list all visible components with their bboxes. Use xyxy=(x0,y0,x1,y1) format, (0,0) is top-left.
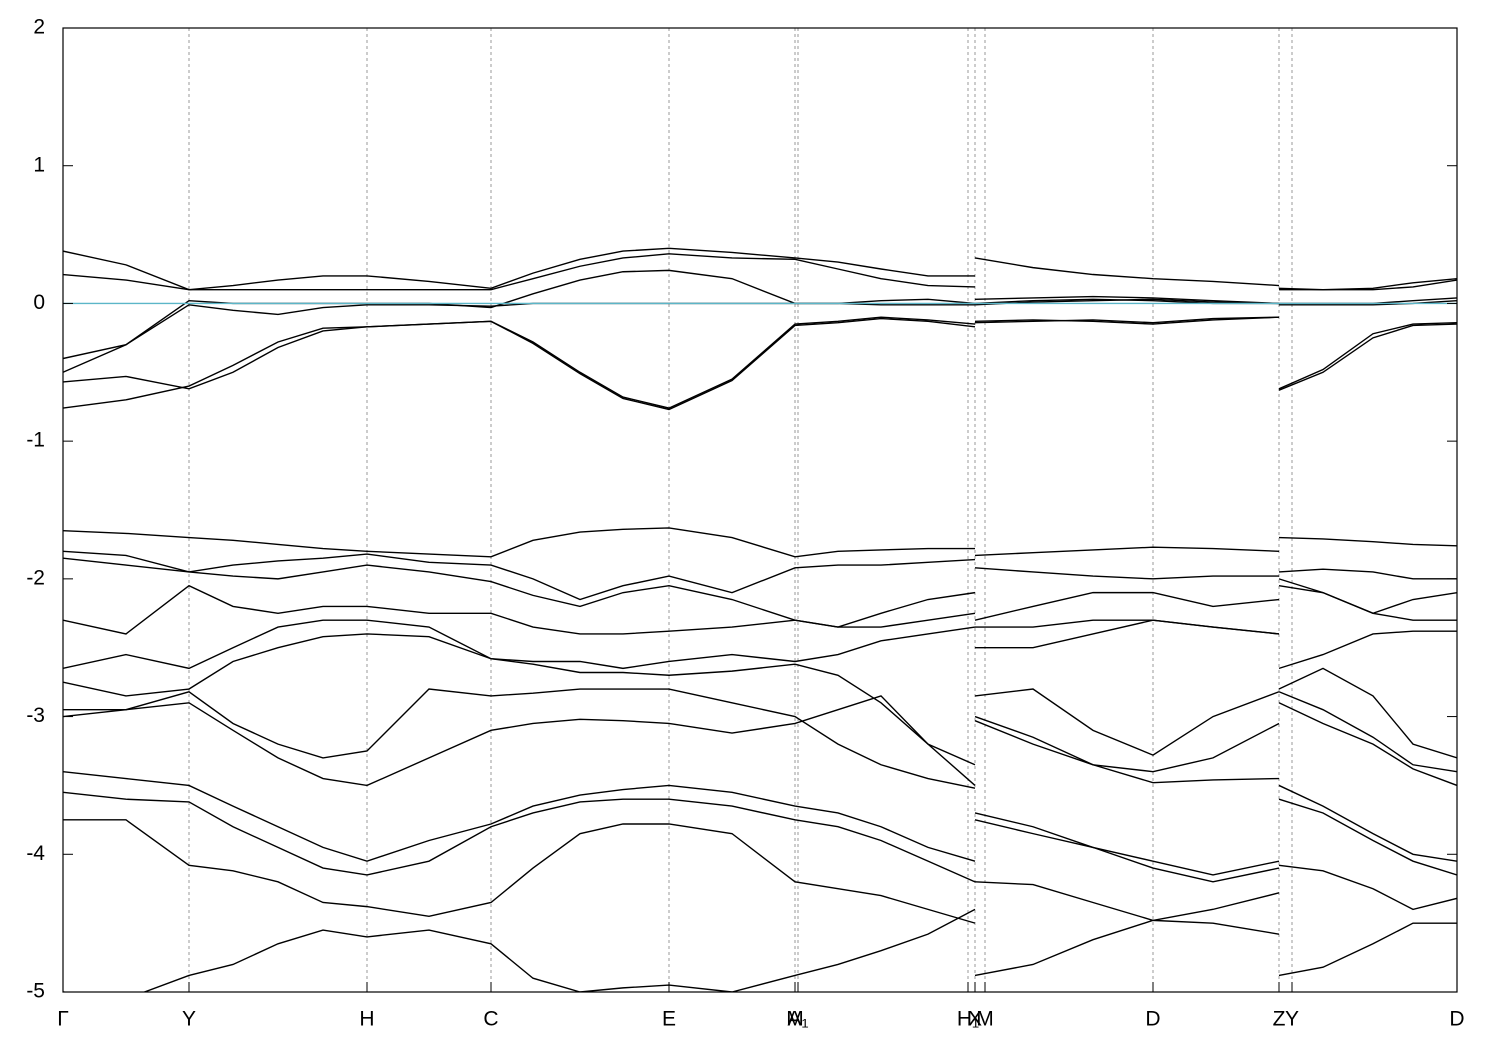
band-line xyxy=(63,908,1457,992)
x-tick-label: Y xyxy=(182,1008,196,1031)
y-tick-label: -2 xyxy=(26,566,45,589)
band-line xyxy=(63,688,1457,789)
y-tick-label: 2 xyxy=(33,16,45,39)
band-line xyxy=(63,557,1457,628)
x-tick-label: H xyxy=(359,1008,374,1031)
y-tick-label: 0 xyxy=(33,291,45,314)
x-tick-label: C xyxy=(483,1008,498,1031)
band-line xyxy=(63,695,1457,787)
band-line xyxy=(63,791,1457,883)
band-line xyxy=(63,316,1457,409)
band-line xyxy=(63,316,1457,411)
x-tick-label: Y xyxy=(1285,1008,1299,1031)
y-tick-label: 1 xyxy=(33,153,45,176)
x-tick-label: D xyxy=(1449,1008,1464,1031)
x-tick-label: D xyxy=(1145,1008,1160,1031)
band-line xyxy=(63,633,1457,766)
plot-area xyxy=(63,28,1457,992)
x-tick-label: A₁ xyxy=(787,1008,808,1031)
x-tick-label: Z xyxy=(1273,1008,1286,1031)
band-line xyxy=(63,298,1457,373)
plot-frame xyxy=(62,27,1458,993)
band-line xyxy=(63,819,1457,924)
band-line xyxy=(63,253,1457,305)
x-tick-label: M xyxy=(786,1008,804,1031)
y-tick-label: -5 xyxy=(26,980,45,1003)
band-line xyxy=(63,247,1457,291)
y-tick-label: -3 xyxy=(26,704,45,727)
band-line xyxy=(63,770,1457,876)
band-line xyxy=(63,584,1457,635)
x-tick-label: M xyxy=(976,1008,994,1031)
y-tick-label: -4 xyxy=(26,842,45,865)
x-tick-label: X xyxy=(968,1008,982,1031)
band-line xyxy=(63,527,1457,558)
x-tick-label: E xyxy=(662,1008,676,1031)
y-tick-label: -1 xyxy=(26,429,45,452)
band-line xyxy=(63,550,1457,601)
band-line xyxy=(63,619,1457,670)
x-tick-label: Γ xyxy=(57,1008,69,1031)
x-tick-label: H₁ xyxy=(957,1008,979,1031)
